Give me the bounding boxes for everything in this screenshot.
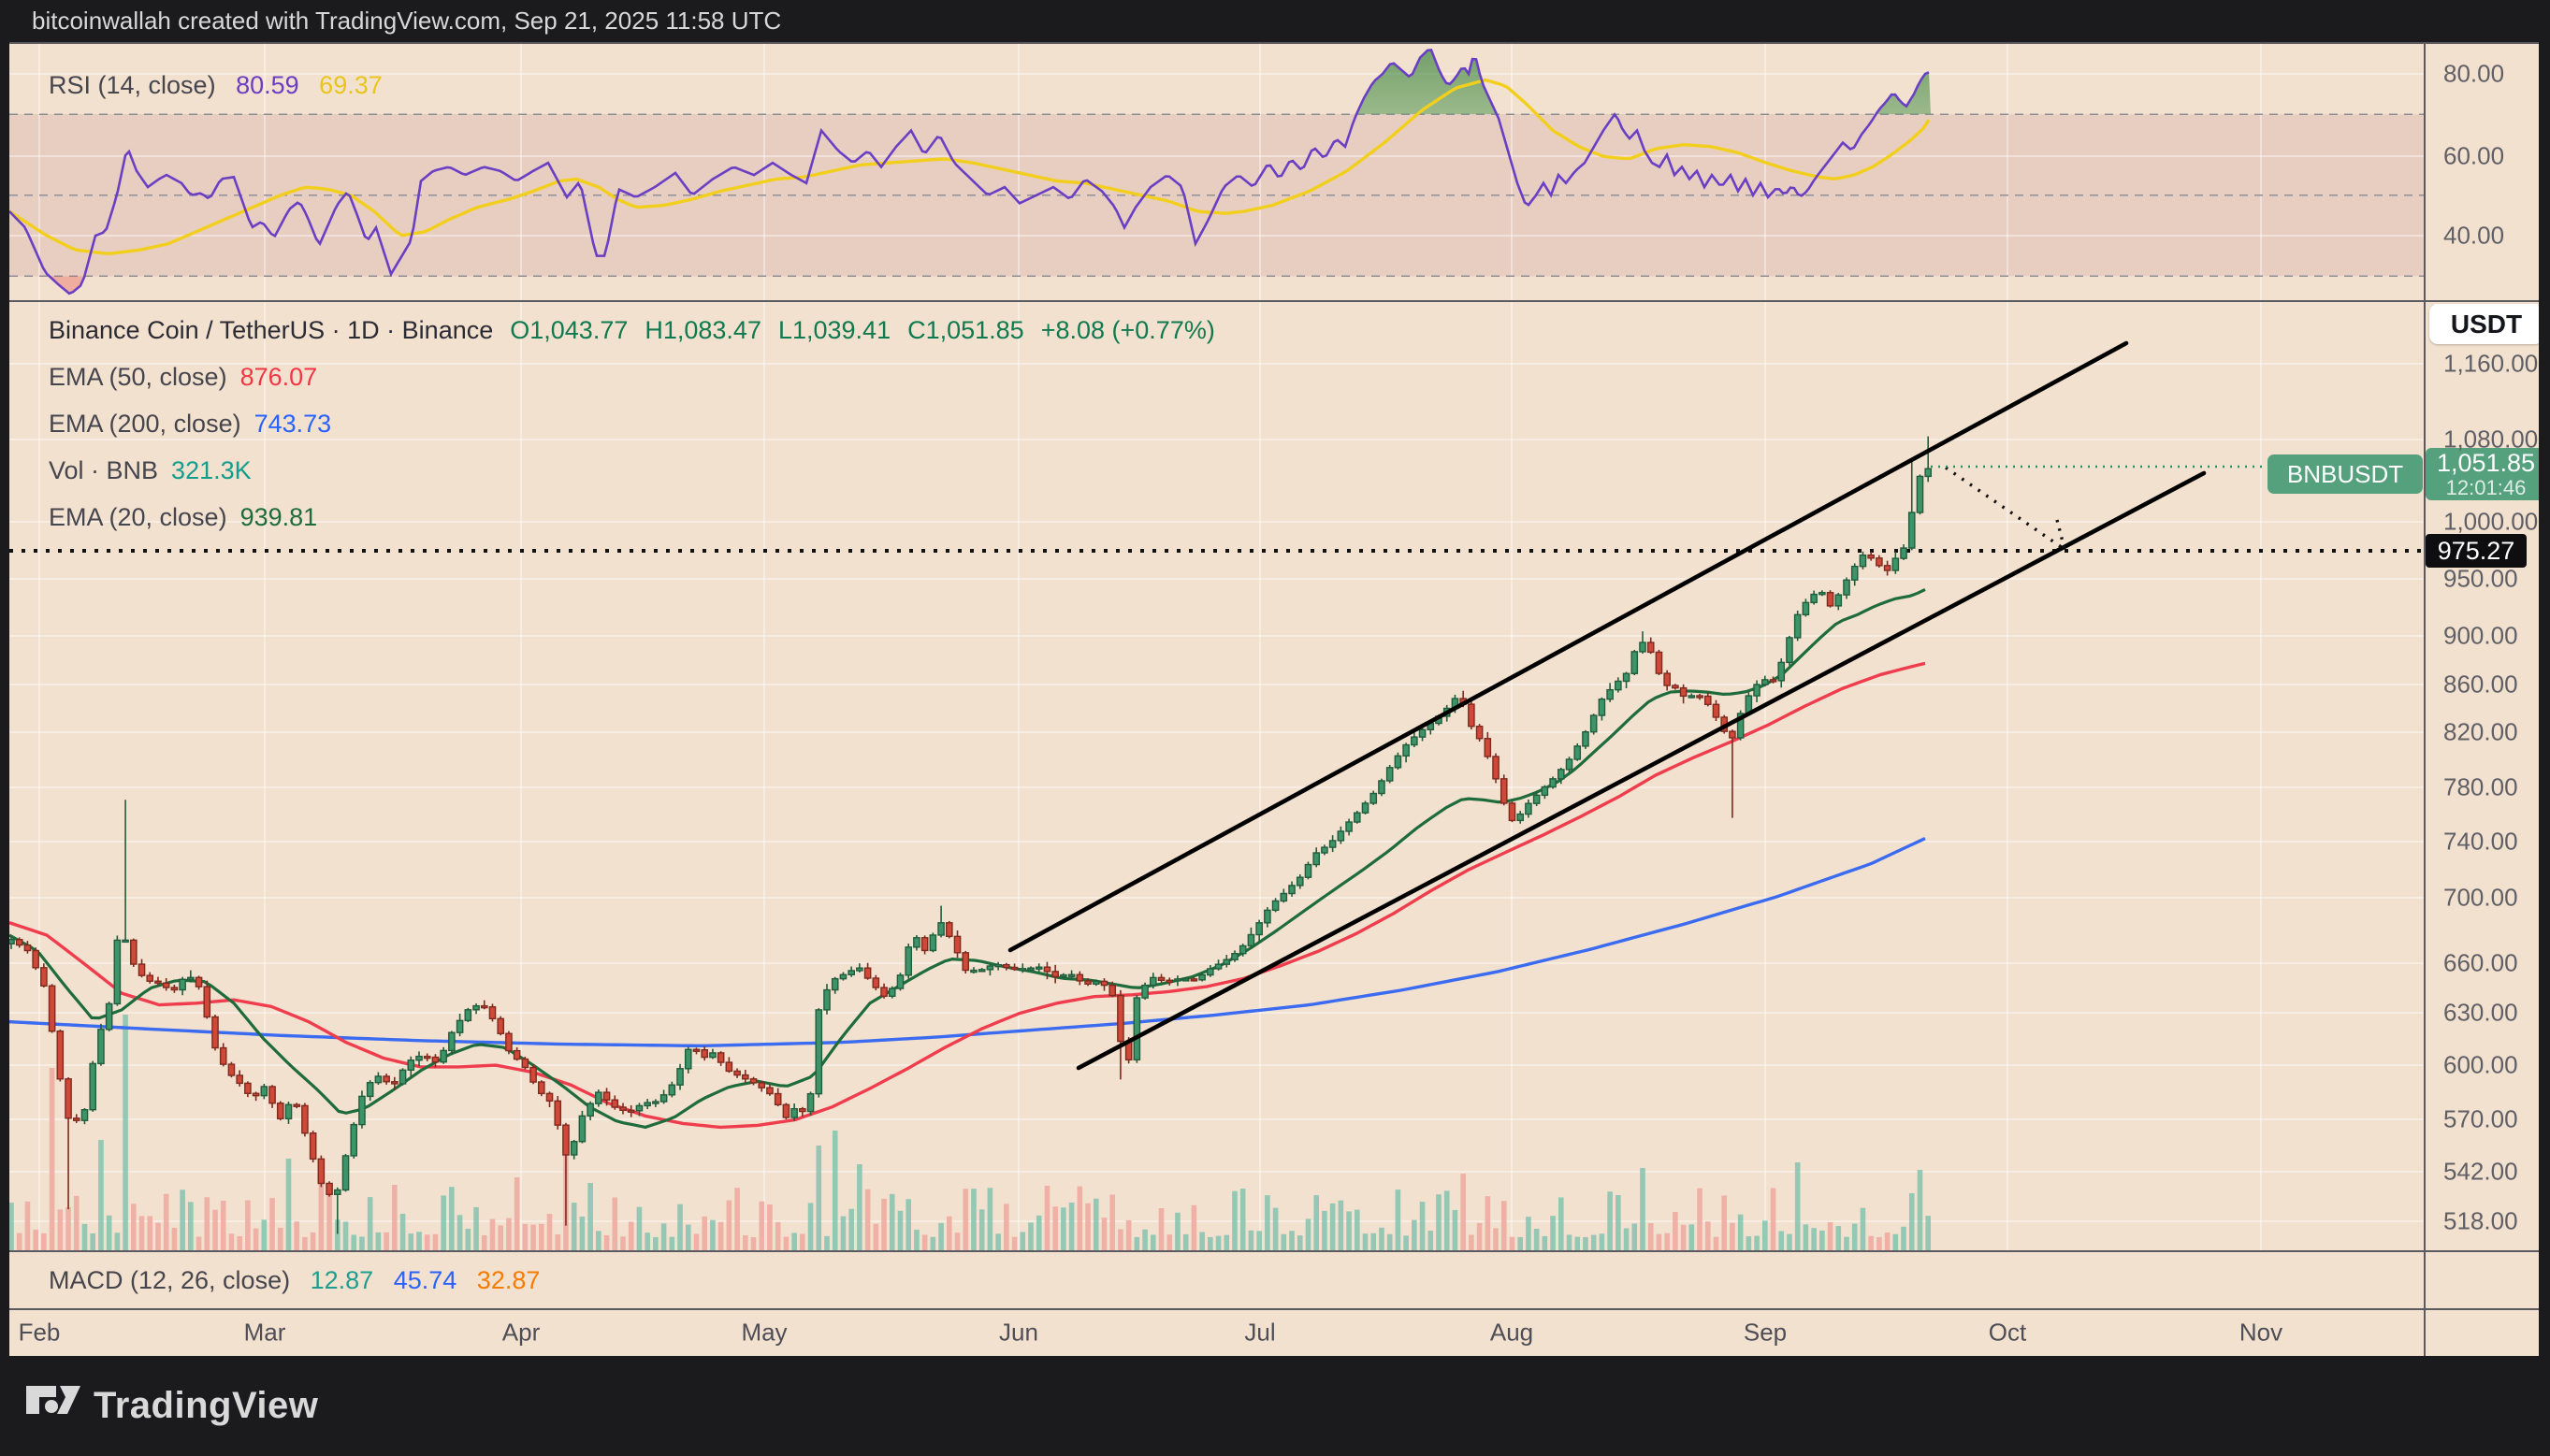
ohlc-low: L1,039.41 bbox=[777, 315, 891, 344]
ema200-legend-row: EMA (200, close) 743.73 bbox=[49, 400, 1215, 447]
ema50-label: EMA (50, close) bbox=[49, 362, 227, 391]
price-axis-label: 950.00 bbox=[2443, 564, 2518, 593]
macd-hist-value: 32.87 bbox=[476, 1266, 541, 1294]
volume-label: Vol · BNB bbox=[49, 455, 159, 484]
ema50-legend-row: EMA (50, close) 876.07 bbox=[49, 353, 1215, 400]
price-axis-label: 860.00 bbox=[2443, 670, 2518, 699]
price-axis-label: 600.00 bbox=[2443, 1050, 2518, 1079]
ohlc-change: +8.08 (+0.77%) bbox=[1040, 315, 1215, 344]
price-axis-label: 900.00 bbox=[2443, 621, 2518, 650]
main-pane bbox=[9, 302, 2424, 1250]
header-bar: bitcoinwallah created with TradingView.c… bbox=[0, 0, 2550, 42]
divider-topbar bbox=[0, 42, 2550, 44]
time-axis-month-label: Sep bbox=[1743, 1318, 1788, 1347]
ema20-value: 939.81 bbox=[239, 502, 318, 531]
divider-macd-timeaxis bbox=[0, 1308, 2550, 1310]
price-axis-label: 740.00 bbox=[2443, 827, 2518, 856]
rsi-axis-label: 60.00 bbox=[2443, 141, 2505, 170]
price-axis-label: 630.00 bbox=[2443, 998, 2518, 1027]
ema200-label: EMA (200, close) bbox=[49, 409, 241, 438]
symbol-tag-label: BNBUSDT bbox=[2286, 459, 2404, 488]
ema20-legend-row: EMA (20, close) 939.81 bbox=[49, 494, 1215, 541]
rsi-axis-label: 40.00 bbox=[2443, 221, 2505, 250]
price-axis-border bbox=[2424, 42, 2426, 1356]
level-price-value: 975.27 bbox=[2437, 536, 2515, 565]
price-axis-label: 660.00 bbox=[2443, 948, 2518, 977]
time-axis-month-label: Aug bbox=[1489, 1318, 1534, 1347]
ema200-value: 743.73 bbox=[254, 409, 332, 438]
chart-attribution-title: bitcoinwallah created with TradingView.c… bbox=[32, 7, 782, 35]
rsi-legend: RSI (14, close) 80.59 69.37 bbox=[49, 71, 383, 100]
price-axis-label: 700.00 bbox=[2443, 883, 2518, 912]
channel-upper-line bbox=[1007, 340, 2129, 953]
last-price-value: 1,051.85 bbox=[2436, 449, 2536, 478]
time-axis-month-label: Nov bbox=[2238, 1318, 2283, 1347]
right-edge bbox=[2539, 42, 2550, 1356]
macd-label: MACD (12, 26, close) bbox=[49, 1266, 291, 1294]
main-legend: Binance Coin / TetherUS · 1D · Binance O… bbox=[49, 307, 1215, 541]
channel-lower-line bbox=[1076, 470, 2207, 1071]
volume-value: 321.3K bbox=[171, 455, 252, 484]
rsi-legend-label: RSI (14, close) bbox=[49, 71, 216, 99]
tradingview-logo-icon[interactable] bbox=[26, 1385, 80, 1427]
price-axis-label: 1,000.00 bbox=[2443, 507, 2539, 536]
last-price-tag: 1,051.85 12:01:46 bbox=[2426, 448, 2546, 500]
price-axis-label: 570.00 bbox=[2443, 1104, 2518, 1133]
ohlc-open: O1,043.77 bbox=[510, 315, 629, 344]
price-axis-label: 1,160.00 bbox=[2443, 349, 2539, 378]
time-axis-month-label: Apr bbox=[501, 1318, 541, 1347]
rsi-ma-value: 69.37 bbox=[319, 71, 383, 99]
ema200-line bbox=[9, 837, 1926, 1048]
currency-toggle-button[interactable]: USDT bbox=[2429, 304, 2543, 344]
macd-signal-value: 45.74 bbox=[393, 1266, 457, 1294]
macd-legend: MACD (12, 26, close) 12.87 45.74 32.87 bbox=[49, 1266, 540, 1295]
symbol-title: Binance Coin / TetherUS · 1D · Binance bbox=[49, 315, 494, 344]
divider-main-macd bbox=[0, 1250, 2550, 1252]
price-axis-label: 542.00 bbox=[2443, 1157, 2518, 1186]
ohlc-high: H1,083.47 bbox=[645, 315, 761, 344]
price-axis-label: 1,080.00 bbox=[2443, 425, 2539, 454]
rsi-pane bbox=[9, 43, 2424, 300]
price-axis-label: 780.00 bbox=[2443, 772, 2518, 801]
time-axis-month-label: Jun bbox=[999, 1318, 1038, 1347]
rsi-line bbox=[9, 49, 1930, 296]
symbol-price-tag: BNBUSDT bbox=[2267, 454, 2423, 494]
footer-bar: TradingView bbox=[0, 1356, 2550, 1456]
time-axis-month-label: Oct bbox=[1988, 1318, 2027, 1347]
divider-rsi-main bbox=[0, 300, 2550, 302]
last-price-time: 12:01:46 bbox=[2445, 475, 2527, 499]
rsi-value: 80.59 bbox=[236, 71, 299, 99]
time-axis-month-label: May bbox=[741, 1318, 788, 1347]
time-axis-month-label: Mar bbox=[243, 1318, 286, 1347]
time-axis-month-label: Feb bbox=[18, 1318, 61, 1347]
volume-legend-row: Vol · BNB 321.3K bbox=[49, 447, 1215, 494]
macd-value: 12.87 bbox=[310, 1266, 374, 1294]
ohlc-close: C1,051.85 bbox=[907, 315, 1024, 344]
projection-dotted-line bbox=[1945, 466, 2064, 550]
left-edge bbox=[0, 42, 9, 1356]
time-axis-month-label: Jul bbox=[1244, 1318, 1276, 1347]
projection-dotted-tail bbox=[2055, 519, 2067, 554]
ema50-value: 876.07 bbox=[239, 362, 318, 391]
price-axis-label: 820.00 bbox=[2443, 717, 2518, 746]
rsi-ma-line bbox=[9, 78, 1931, 255]
ema50-line bbox=[9, 661, 1926, 1130]
tradingview-logo-text[interactable]: TradingView bbox=[94, 1385, 319, 1426]
level-price-tag: 975.27 bbox=[2426, 534, 2527, 568]
ema20-label: EMA (20, close) bbox=[49, 502, 227, 531]
price-axis-label: 518.00 bbox=[2443, 1206, 2518, 1235]
rsi-axis-label: 80.00 bbox=[2443, 59, 2505, 88]
